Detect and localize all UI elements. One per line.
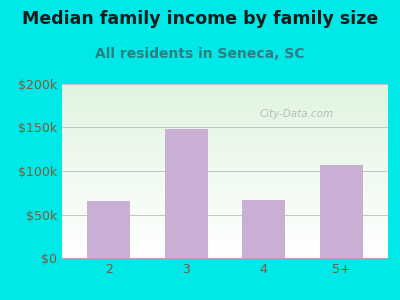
Text: All residents in Seneca, SC: All residents in Seneca, SC <box>95 46 305 61</box>
Bar <box>165 129 208 258</box>
Text: City-Data.com: City-Data.com <box>260 109 334 118</box>
Bar <box>320 165 363 258</box>
Bar <box>242 200 285 258</box>
Text: Median family income by family size: Median family income by family size <box>22 11 378 28</box>
Bar <box>87 202 130 258</box>
